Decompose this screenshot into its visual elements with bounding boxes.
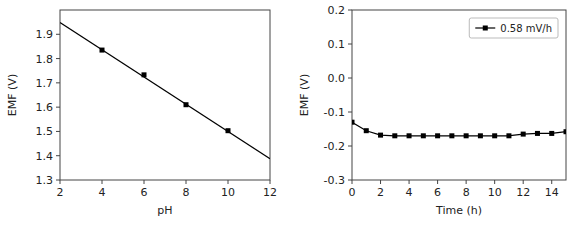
legend-marker: [483, 26, 488, 31]
x-tick: [466, 180, 467, 184]
y-tick-label: -0.3: [324, 174, 345, 187]
x-tick: [409, 180, 410, 184]
y-tick-label: 1.3: [36, 174, 54, 187]
point: [564, 129, 567, 134]
plot-frame: [352, 10, 566, 180]
point: [464, 133, 469, 138]
y-tick-label: 1.5: [36, 125, 54, 138]
point: [226, 128, 231, 133]
line: [352, 122, 566, 136]
x-tick: [102, 180, 103, 184]
x-tick-label: 4: [99, 186, 106, 199]
panel: 2 4 6 8 10 12 1.3 1.4 1.5 1.6 1.7 1.8 1.9 pH EMF (V): [6, 10, 277, 217]
line: [60, 23, 270, 159]
x-tick: [144, 180, 145, 184]
x-tick: [380, 180, 381, 184]
x-tick: [494, 180, 495, 184]
y-tick-label: 0.2: [328, 4, 346, 17]
y-tick: [348, 78, 352, 79]
y-tick: [348, 146, 352, 147]
y-tick-label: 0.1: [328, 38, 346, 51]
figure: 2 4 6 8 10 12 1.3 1.4 1.5 1.6 1.7 1.8 1.9 pH EMF (V) 0 2…: [0, 0, 581, 225]
plot-frame: [60, 10, 270, 180]
point: [407, 133, 412, 138]
x-tick-label: 12: [263, 186, 277, 199]
x-tick: [228, 180, 229, 184]
y-tick: [56, 155, 60, 156]
y-tick: [56, 58, 60, 59]
x-axis-label: pH: [157, 204, 172, 217]
x-tick-label: 0: [349, 186, 356, 199]
point: [392, 133, 397, 138]
x-tick-label: 2: [377, 186, 384, 199]
y-tick: [56, 131, 60, 132]
point: [506, 133, 511, 138]
y-tick: [348, 10, 352, 11]
point: [184, 102, 189, 107]
y-tick-label: 0.0: [328, 72, 346, 85]
point: [535, 131, 540, 136]
point: [364, 128, 369, 133]
data-area: [352, 120, 566, 139]
point: [549, 131, 554, 136]
y-axis-label: EMF (V): [6, 74, 19, 116]
y-tick: [348, 180, 352, 181]
x-tick: [551, 180, 552, 184]
y-tick: [56, 107, 60, 108]
legend: 0.58 mV/h: [469, 18, 558, 38]
y-tick-label: 1.9: [36, 28, 54, 41]
point: [449, 133, 454, 138]
data-area: [60, 23, 270, 159]
x-tick-label: 10: [488, 186, 502, 199]
y-tick-label: 1.4: [36, 150, 54, 163]
x-tick-label: 2: [57, 186, 64, 199]
y-tick-label: -0.2: [324, 140, 345, 153]
y-tick: [56, 82, 60, 83]
y-tick: [348, 44, 352, 45]
point: [478, 133, 483, 138]
point: [352, 120, 355, 125]
point: [521, 132, 526, 137]
x-tick-label: 6: [141, 186, 148, 199]
legend-label: 0.58 mV/h: [500, 23, 552, 34]
x-tick: [352, 180, 353, 184]
x-tick-label: 8: [183, 186, 190, 199]
x-tick: [186, 180, 187, 184]
point: [142, 72, 147, 77]
x-tick: [60, 180, 61, 184]
x-tick-label: 14: [545, 186, 559, 199]
x-tick-label: 8: [463, 186, 470, 199]
x-tick-label: 10: [221, 186, 235, 199]
y-tick: [56, 34, 60, 35]
point: [435, 133, 440, 138]
y-axis-label: EMF (V): [298, 74, 311, 116]
x-tick-label: 12: [516, 186, 530, 199]
x-axis-label: Time (h): [435, 204, 482, 217]
x-tick-label: 4: [406, 186, 413, 199]
y-tick-label: 1.8: [36, 53, 54, 66]
y-tick: [56, 180, 60, 181]
x-tick-label: 6: [434, 186, 441, 199]
x-tick: [523, 180, 524, 184]
y-tick-label: -0.1: [324, 106, 345, 119]
y-tick-label: 1.6: [36, 101, 54, 114]
point: [492, 133, 497, 138]
point: [378, 133, 383, 138]
point: [421, 133, 426, 138]
panel: 0 2 4 6 8 10 12 14 -0.3 -0.2 -0.1 0.0 0.1 0.2 Time (h)…: [298, 4, 569, 217]
x-tick: [437, 180, 438, 184]
y-tick: [348, 112, 352, 113]
legend-box: [469, 18, 558, 38]
x-tick: [270, 180, 271, 184]
y-tick-label: 1.7: [36, 77, 54, 90]
point: [100, 48, 105, 53]
